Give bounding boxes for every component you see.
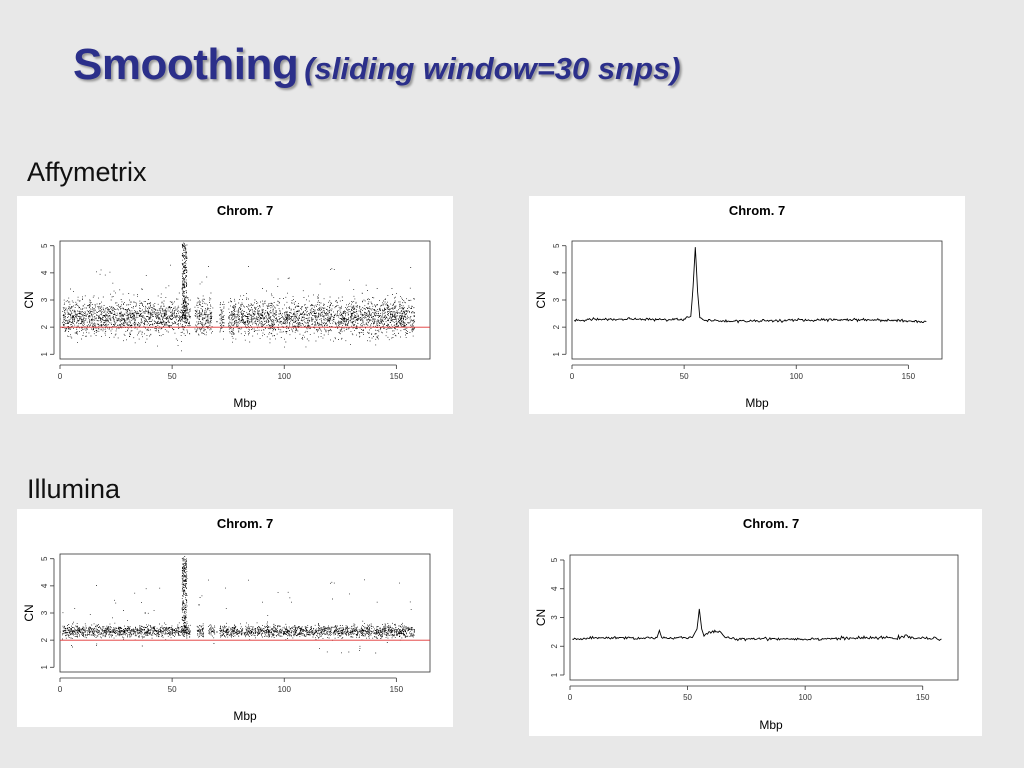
x-axis-label: Mbp [233, 396, 257, 410]
series-line [572, 608, 942, 642]
y-axis-label: CN [22, 291, 36, 308]
y-tick-label: 1 [550, 672, 559, 677]
x-tick-label: 150 [902, 372, 916, 381]
data-point [171, 631, 173, 633]
y-tick-label: 4 [40, 583, 49, 588]
x-tick-label: 100 [798, 693, 812, 702]
chart-title: Chrom. 7 [217, 203, 273, 218]
y-tick-label: 3 [552, 297, 561, 302]
y-tick-label: 3 [40, 297, 49, 302]
data-point [238, 318, 240, 320]
x-tick-label: 50 [683, 693, 692, 702]
data-point [350, 631, 353, 633]
data-point [60, 631, 61, 633]
chart-title: Chrom. 7 [743, 516, 799, 531]
data-point [182, 245, 184, 247]
chart-title: Chrom. 7 [217, 516, 273, 531]
series-line-group [572, 608, 942, 642]
data-point [104, 315, 106, 317]
y-tick-label: 2 [552, 324, 561, 329]
y-tick-label: 5 [550, 557, 559, 562]
data-point [283, 631, 285, 633]
y-tick-label: 5 [40, 243, 49, 248]
y-tick-label: 1 [40, 665, 49, 670]
data-point [182, 563, 184, 565]
data-point [413, 631, 415, 633]
chart-illumina-smoothed: Chrom. 7 0 50 100 150 1 2 3 4 5 Mbp CN [534, 516, 959, 732]
slide-title-subtitle: (sliding window=30 snps) [304, 51, 681, 86]
data-point [283, 318, 285, 320]
scatter-point-cloud [62, 556, 415, 654]
slide-title-main: Smoothing [73, 40, 299, 89]
y-tick-label: 4 [40, 270, 49, 275]
data-point [413, 321, 415, 323]
section-label-affymetrix: Affymetrix [27, 157, 147, 187]
y-tick-label: 5 [552, 243, 561, 248]
y-tick-label: 4 [552, 270, 561, 275]
y-axis-label: CN [22, 604, 36, 621]
data-point [149, 318, 151, 320]
chart-panel-illumina-raw: Chrom. 7 0 50 100 150 1 2 3 4 5 Mbp CN [17, 509, 453, 727]
data-point [104, 630, 106, 632]
x-tick-label: 100 [790, 372, 804, 381]
data-point [126, 318, 128, 320]
x-axis-label: Mbp [233, 709, 257, 723]
scatter-points [60, 556, 415, 654]
y-tick-label: 5 [40, 556, 49, 561]
data-point [216, 631, 218, 633]
chart-panel-illumina-smoothed: Chrom. 7 0 50 100 150 1 2 3 4 5 Mbp CN [529, 509, 982, 736]
x-tick-label: 100 [278, 372, 292, 381]
y-tick-label: 2 [550, 643, 559, 648]
x-axis-label: Mbp [745, 396, 769, 410]
data-point [328, 318, 330, 320]
scatter-points [60, 242, 415, 352]
x-tick-label: 0 [58, 372, 63, 381]
x-tick-label: 0 [568, 693, 573, 702]
x-tick-label: 50 [680, 372, 689, 381]
chart-affymetrix-smoothed: Chrom. 7 0 50 100 150 1 2 3 4 5 Mbp CN [534, 203, 943, 410]
x-tick-label: 150 [390, 685, 404, 694]
data-point [184, 266, 187, 269]
y-tick-label: 2 [40, 324, 49, 329]
data-point [198, 604, 200, 606]
chart-panel-affymetrix-smoothed: Chrom. 7 0 50 100 150 1 2 3 4 5 Mbp CN [529, 196, 965, 414]
chart-affymetrix-raw: Chrom. 7 0 50 100 150 1 2 3 4 5 Mbp CN [22, 203, 431, 410]
data-point [198, 318, 200, 320]
scatter-point-cloud [62, 242, 415, 352]
slide-title: Smoothing (sliding window=30 snps) [73, 40, 681, 90]
x-tick-label: 50 [168, 372, 177, 381]
x-axis-label: Mbp [759, 718, 783, 732]
x-tick-label: 50 [168, 685, 177, 694]
y-tick-label: 1 [552, 352, 561, 357]
series-line [573, 247, 927, 324]
plot-frame [59, 240, 431, 360]
chart-title: Chrom. 7 [729, 203, 785, 218]
x-tick-label: 0 [570, 372, 575, 381]
data-point [60, 318, 61, 320]
x-tick-label: 0 [58, 685, 63, 694]
y-tick-label: 2 [40, 637, 49, 642]
data-point [184, 585, 187, 587]
x-tick-label: 150 [916, 693, 930, 702]
data-point [171, 315, 173, 317]
data-point [144, 612, 146, 614]
data-point [81, 321, 84, 323]
x-tick-label: 100 [278, 685, 292, 694]
y-tick-label: 3 [40, 610, 49, 615]
plot-frame [59, 553, 431, 673]
y-tick-label: 1 [40, 352, 49, 357]
plot-frame [569, 554, 959, 681]
y-axis-label: CN [534, 609, 548, 626]
y-tick-label: 3 [550, 615, 559, 620]
data-point [373, 318, 375, 320]
series-line-group [573, 247, 927, 324]
plot-frame [571, 240, 943, 360]
data-point [216, 321, 218, 323]
y-axis-label: CN [534, 291, 548, 308]
x-tick-label: 150 [390, 372, 404, 381]
chart-panel-affymetrix-raw: Chrom. 7 0 50 100 150 1 2 3 4 5 Mbp CN [17, 196, 453, 414]
section-label-illumina: Illumina [27, 474, 121, 504]
chart-illumina-raw: Chrom. 7 0 50 100 150 1 2 3 4 5 Mbp CN [22, 516, 431, 723]
y-tick-label: 4 [550, 586, 559, 591]
